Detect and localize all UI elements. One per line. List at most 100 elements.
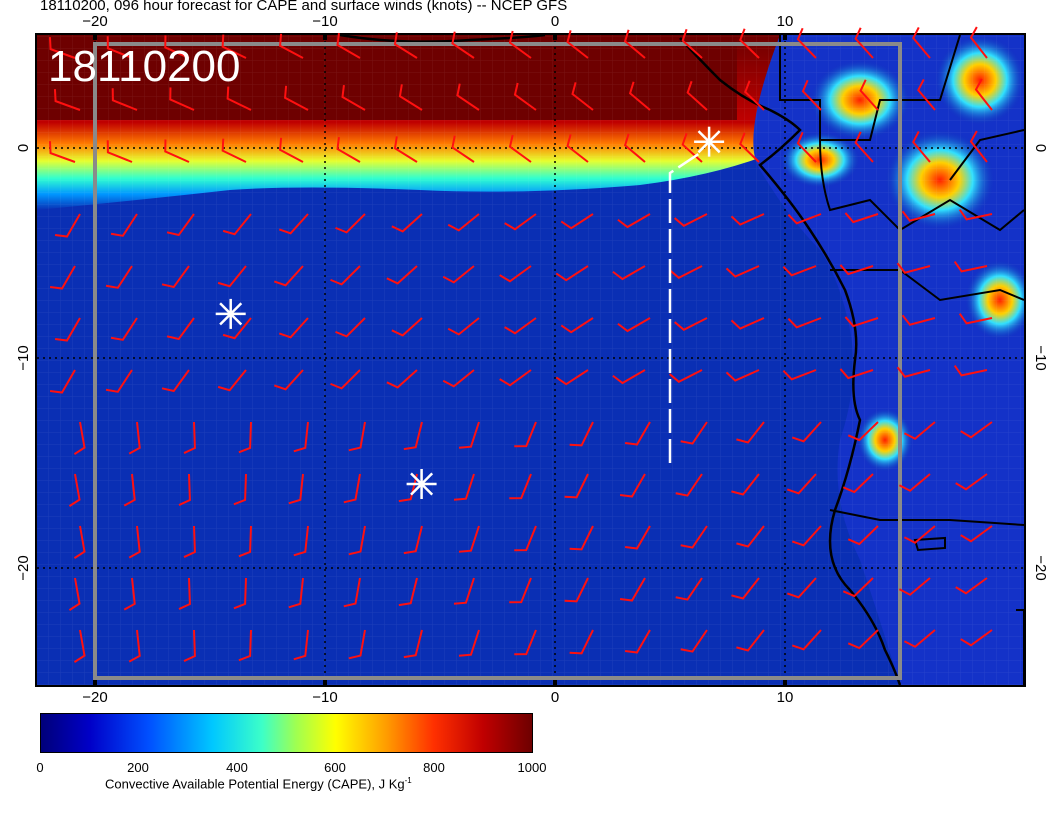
wind-barb-33 — [917, 78, 936, 111]
wind-barb-177 — [398, 577, 418, 607]
wind-barb-182 — [675, 577, 703, 601]
wind-barb-179 — [509, 577, 532, 604]
wind-barb-7 — [393, 32, 418, 59]
wind-barb-122 — [183, 421, 196, 454]
wind-barb-58 — [391, 213, 423, 233]
wind-barb-143 — [398, 473, 418, 503]
wind-barb-148 — [675, 473, 703, 497]
wind-barb-125 — [348, 421, 366, 452]
wind-barb-142 — [343, 473, 361, 504]
colorbar-label-text: Convective Available Potential Energy (C… — [105, 776, 405, 792]
wind-barb-110 — [442, 369, 475, 388]
marker-2 — [215, 298, 246, 329]
wind-barb-136 — [960, 421, 993, 439]
wind-barb-185 — [842, 577, 874, 598]
wind-barb-54 — [166, 213, 195, 237]
wind-barb-171 — [68, 577, 81, 611]
y-tick-left-2: −10 — [15, 345, 32, 370]
wind-barb-105 — [161, 369, 190, 393]
wind-barb-158 — [293, 525, 309, 557]
wind-barb-168 — [847, 525, 879, 546]
wind-barb-118 — [896, 366, 931, 378]
x-tick-bottom-2: −10 — [312, 689, 337, 706]
wind-barb-83 — [839, 264, 874, 276]
wind-barb-45 — [623, 133, 646, 163]
wind-barb-23 — [341, 84, 366, 111]
wind-barb-36 — [106, 140, 133, 163]
y-tick-right-3: −20 — [1032, 555, 1049, 580]
wind-barb-156 — [183, 525, 196, 558]
wind-barb-8 — [451, 31, 475, 59]
wind-barb-14 — [796, 27, 817, 59]
wind-barb-114 — [669, 369, 703, 383]
wind-barb-117 — [839, 368, 874, 380]
wind-barb-39 — [278, 137, 304, 163]
wind-barb-123 — [238, 421, 252, 454]
wind-barb-165 — [680, 525, 708, 549]
wind-barb-176 — [343, 577, 361, 608]
cape-colorbar — [40, 713, 533, 753]
wind-barb-162 — [514, 525, 537, 552]
wind-barb-155 — [128, 525, 141, 559]
colorbar-label-unit-exponent: -1 — [404, 776, 412, 785]
wind-barb-149 — [731, 473, 760, 496]
wind-barb-106 — [217, 369, 247, 392]
wind-barb-192 — [293, 629, 309, 661]
x-tick-bottom-4: 10 — [777, 689, 794, 706]
wind-barb-59 — [447, 213, 480, 232]
wind-barb-116 — [782, 369, 817, 381]
wind-barb-51 — [969, 130, 988, 163]
wind-barb-145 — [509, 473, 532, 500]
wind-barb-189 — [128, 629, 141, 663]
wind-barb-175 — [288, 577, 304, 609]
wind-barb-131 — [680, 421, 708, 445]
wind-barb-61 — [560, 213, 594, 230]
x-tick-top-2: −10 — [312, 13, 337, 30]
wind-barb-115 — [725, 369, 760, 382]
wind-barb-38 — [221, 138, 247, 163]
wind-barb-12 — [681, 28, 703, 59]
wind-barb-184 — [786, 577, 817, 599]
grid-texture — [37, 35, 1024, 685]
wind-barb-188 — [73, 629, 86, 663]
wind-barb-87 — [110, 317, 138, 341]
wind-barb-186 — [898, 577, 931, 596]
wind-barb-161 — [458, 525, 480, 553]
wind-barb-150 — [786, 473, 817, 495]
wind-barb-18 — [53, 89, 81, 111]
colorbar-tick-0: 0 — [36, 760, 44, 775]
wind-barb-78 — [555, 265, 589, 282]
wind-barb-2 — [106, 36, 133, 59]
wind-barb-153 — [955, 473, 988, 491]
wind-barb-66 — [844, 212, 879, 224]
wind-barb-132 — [736, 421, 765, 444]
wind-barb-113 — [612, 369, 646, 385]
wind-barb-6 — [336, 32, 361, 59]
wind-barb-129 — [569, 421, 594, 447]
wind-barb-90 — [278, 317, 309, 339]
colorbar-tick-200: 200 — [127, 760, 149, 775]
y-tick-left-1: 0 — [15, 144, 32, 152]
wind-barb-57 — [335, 213, 366, 234]
wind-barb-98 — [730, 317, 765, 330]
wind-barb-111 — [499, 369, 532, 387]
wind-barb-5 — [278, 33, 304, 59]
wind-barb-28 — [628, 81, 651, 111]
wind-barb-4 — [221, 34, 247, 59]
wind-barb-91 — [335, 317, 366, 338]
wind-barb-80 — [669, 265, 703, 279]
wind-barb-81 — [725, 265, 760, 278]
wind-barb-24 — [398, 84, 423, 111]
wind-barb-19 — [111, 88, 138, 111]
wind-barb-13 — [739, 28, 760, 59]
wind-barb-193 — [348, 629, 366, 660]
wind-barb-93 — [447, 317, 480, 336]
wind-barb-200 — [736, 629, 765, 652]
wind-barb-15 — [854, 27, 874, 59]
wind-barb-1 — [48, 37, 76, 59]
wind-barb-128 — [514, 421, 537, 448]
wind-barb-75 — [386, 265, 418, 285]
wind-barb-180 — [564, 577, 589, 603]
wind-barb-202 — [847, 629, 879, 650]
wind-barb-104 — [105, 369, 133, 393]
